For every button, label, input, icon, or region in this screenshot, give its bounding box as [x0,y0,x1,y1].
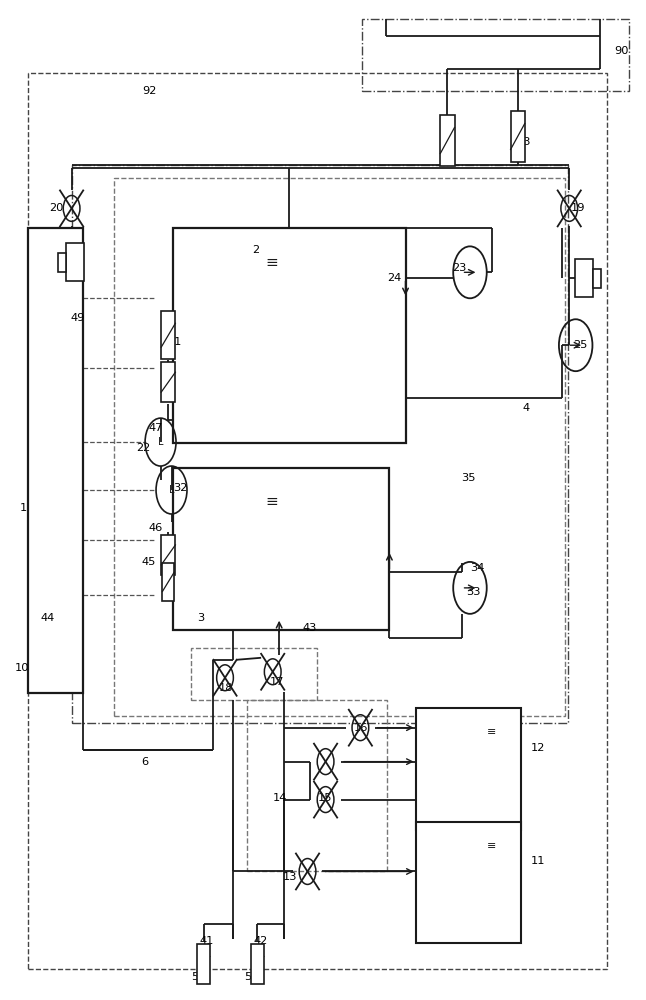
Text: 45: 45 [141,557,156,567]
Bar [191,648,317,700]
Bar [28,73,607,969]
Bar [114,178,565,716]
Text: 21: 21 [167,337,182,347]
Bar [72,165,568,723]
Text: 17: 17 [270,677,285,687]
Text: 19: 19 [571,203,586,213]
Bar [28,228,83,693]
Text: 90: 90 [614,46,629,56]
Bar [247,700,388,871]
Text: 4: 4 [523,403,530,413]
Bar [162,311,175,359]
Bar [251,944,264,984]
Text: 24: 24 [388,273,402,283]
Text: 5: 5 [581,273,588,283]
Text: 14: 14 [273,793,287,803]
Text: 20: 20 [49,203,63,213]
Text: 2: 2 [252,245,259,255]
Text: 16: 16 [354,723,368,733]
Text: 43: 43 [302,623,317,633]
Bar [162,362,175,402]
Text: ≡: ≡ [487,841,497,851]
Bar [197,944,210,984]
Text: 33: 33 [466,587,481,597]
Text: 42: 42 [253,936,267,946]
Text: 51: 51 [191,972,205,982]
Text: ≡: ≡ [487,727,497,737]
Bar [417,822,521,943]
Text: 46: 46 [149,523,163,533]
Text: 53: 53 [516,137,531,147]
Text: 6: 6 [141,757,149,767]
Text: 92: 92 [143,86,157,96]
Text: 3: 3 [197,613,205,623]
Text: 22: 22 [136,443,151,453]
Text: 34: 34 [470,563,484,573]
Text: 31: 31 [161,585,175,595]
Bar [66,243,84,281]
Text: 32: 32 [173,483,188,493]
Text: 7: 7 [68,250,76,260]
Bar [510,111,525,162]
Text: 25: 25 [573,340,587,350]
Bar [441,115,455,166]
Text: 35: 35 [462,473,476,483]
Text: 47: 47 [149,423,163,433]
Text: 15: 15 [318,793,332,803]
Bar [163,563,174,601]
Text: 48: 48 [161,383,175,393]
Text: 10: 10 [15,663,29,673]
Bar [173,468,390,630]
Text: 49: 49 [70,313,85,323]
Text: 44: 44 [41,613,55,623]
Bar [417,708,521,830]
Bar [173,228,406,443]
Text: 41: 41 [199,936,214,946]
Bar [593,269,601,288]
Text: ≡: ≡ [265,255,278,270]
Bar [58,253,66,272]
Text: 23: 23 [452,263,466,273]
Text: 1: 1 [20,503,27,513]
Bar [362,19,629,91]
Text: 18: 18 [218,683,233,693]
Bar [162,535,175,575]
Text: 11: 11 [530,856,545,866]
Text: 52: 52 [244,972,259,982]
Text: L: L [169,485,174,495]
Text: 13: 13 [283,872,298,882]
Text: ≡: ≡ [265,494,278,509]
Bar [575,259,593,297]
Text: 12: 12 [530,743,545,753]
Text: L: L [158,437,163,447]
Text: 54: 54 [439,143,453,153]
